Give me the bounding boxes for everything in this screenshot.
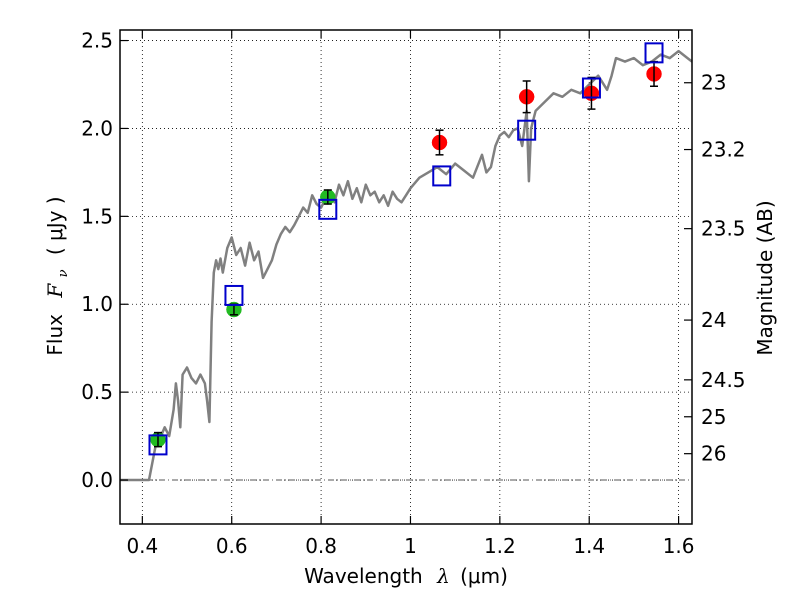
x-tick-label: 1.2 [484,534,516,558]
x-axis-title-unit: (μm) [460,564,508,588]
x-tick-label: 0.4 [126,534,158,558]
model-photometry-square [224,284,244,306]
x-tick-label: 0.6 [216,534,248,558]
plot-frame [119,29,693,525]
magnitude-tick-label: 23 [701,71,726,95]
x-tick-label: 1 [404,534,417,558]
ticks-layer: 0.4 0.6 0.8 1 1.2 1.4 1.6 0.0 0.5 1.0 1.5 2.0 2.5 23 2… [81,29,745,558]
y-tick-label: 2.0 [81,116,113,140]
photometry-points-layer [148,42,664,456]
right-axis-title: Magnitude (AB) [753,200,777,355]
x-tick-label: 1.4 [573,534,605,558]
magnitude-tick-label: 24 [701,308,726,332]
model-photometry-square [148,434,168,456]
model-photometry-square [581,77,601,99]
magnitude-tick-label: 26 [701,442,726,466]
magnitude-tick-label: 23.5 [701,217,746,241]
model-photometry-square [318,198,338,220]
y-tick-label: 1.0 [81,292,113,316]
magnitude-tick-label: 23.2 [701,138,746,162]
y-axis-title-unit: ( μJy ) [43,196,67,255]
magnitude-tick-label: 25 [701,405,726,429]
model-spectrum-line [120,49,693,482]
model-photometry-square [644,42,664,64]
x-tick-label: 1.6 [663,534,695,558]
y-tick-label: 2.5 [81,29,113,53]
magnitude-tick-label: 24.5 [701,368,746,392]
y-axis-title-subscript: ν [56,269,71,277]
y-axis-title: Flux F ν ( μJy ) [43,196,72,355]
model-photometry-square [432,165,452,187]
model-spectrum-layer [120,49,693,482]
x-axis-title-text: Wavelength [304,564,423,588]
model-photometry-square [517,119,537,141]
y-axis-title-symbol: F [43,283,67,299]
grid-layer [120,30,692,524]
y-tick-label: 0.0 [81,468,113,492]
y-tick-label: 1.5 [81,204,113,228]
y-axis-title-text: Flux [43,314,67,356]
x-axis-title: Wavelength λ (μm) [304,564,508,588]
y-tick-label: 0.5 [81,380,113,404]
x-axis-title-symbol: λ [436,564,450,588]
x-tick-label: 0.8 [305,534,337,558]
